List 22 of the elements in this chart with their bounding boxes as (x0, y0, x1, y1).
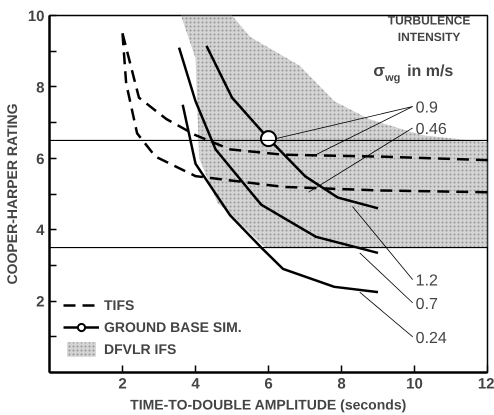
y-tick-label: 6 (36, 150, 44, 168)
annotation: 0.7 (416, 296, 438, 313)
x-tick-label: 2 (118, 376, 127, 392)
y-axis-title: COOPER-HARPER RATING (4, 103, 20, 284)
x-tick-label: 6 (264, 376, 273, 392)
annotation: 1.2 (416, 272, 438, 290)
y-tick-label: 8 (36, 79, 44, 96)
annotation: TURBULENCE INTENSITY (388, 13, 470, 44)
y-tick-label: 4 (36, 222, 46, 240)
x-tick-label: 12 (478, 376, 494, 392)
x-axis-title: TIME-TO-DOUBLE AMPLITUDE (seconds) (130, 396, 406, 412)
x-tick-label: 8 (337, 376, 346, 392)
legend-label: GROUND BASE SIM. (104, 319, 242, 335)
annotation: 0.24 (416, 330, 447, 347)
legend-label: DFVLR IFS (104, 341, 176, 357)
x-tick-label: 10 (406, 376, 423, 392)
legend-label: TIFS (104, 297, 134, 313)
y-tick-label: 10 (28, 8, 45, 25)
x-tick-label: 4 (191, 376, 200, 392)
annotation: 0.46 (416, 120, 447, 138)
annotation: 0.9 (416, 100, 438, 117)
y-tick-label: 2 (36, 294, 44, 311)
